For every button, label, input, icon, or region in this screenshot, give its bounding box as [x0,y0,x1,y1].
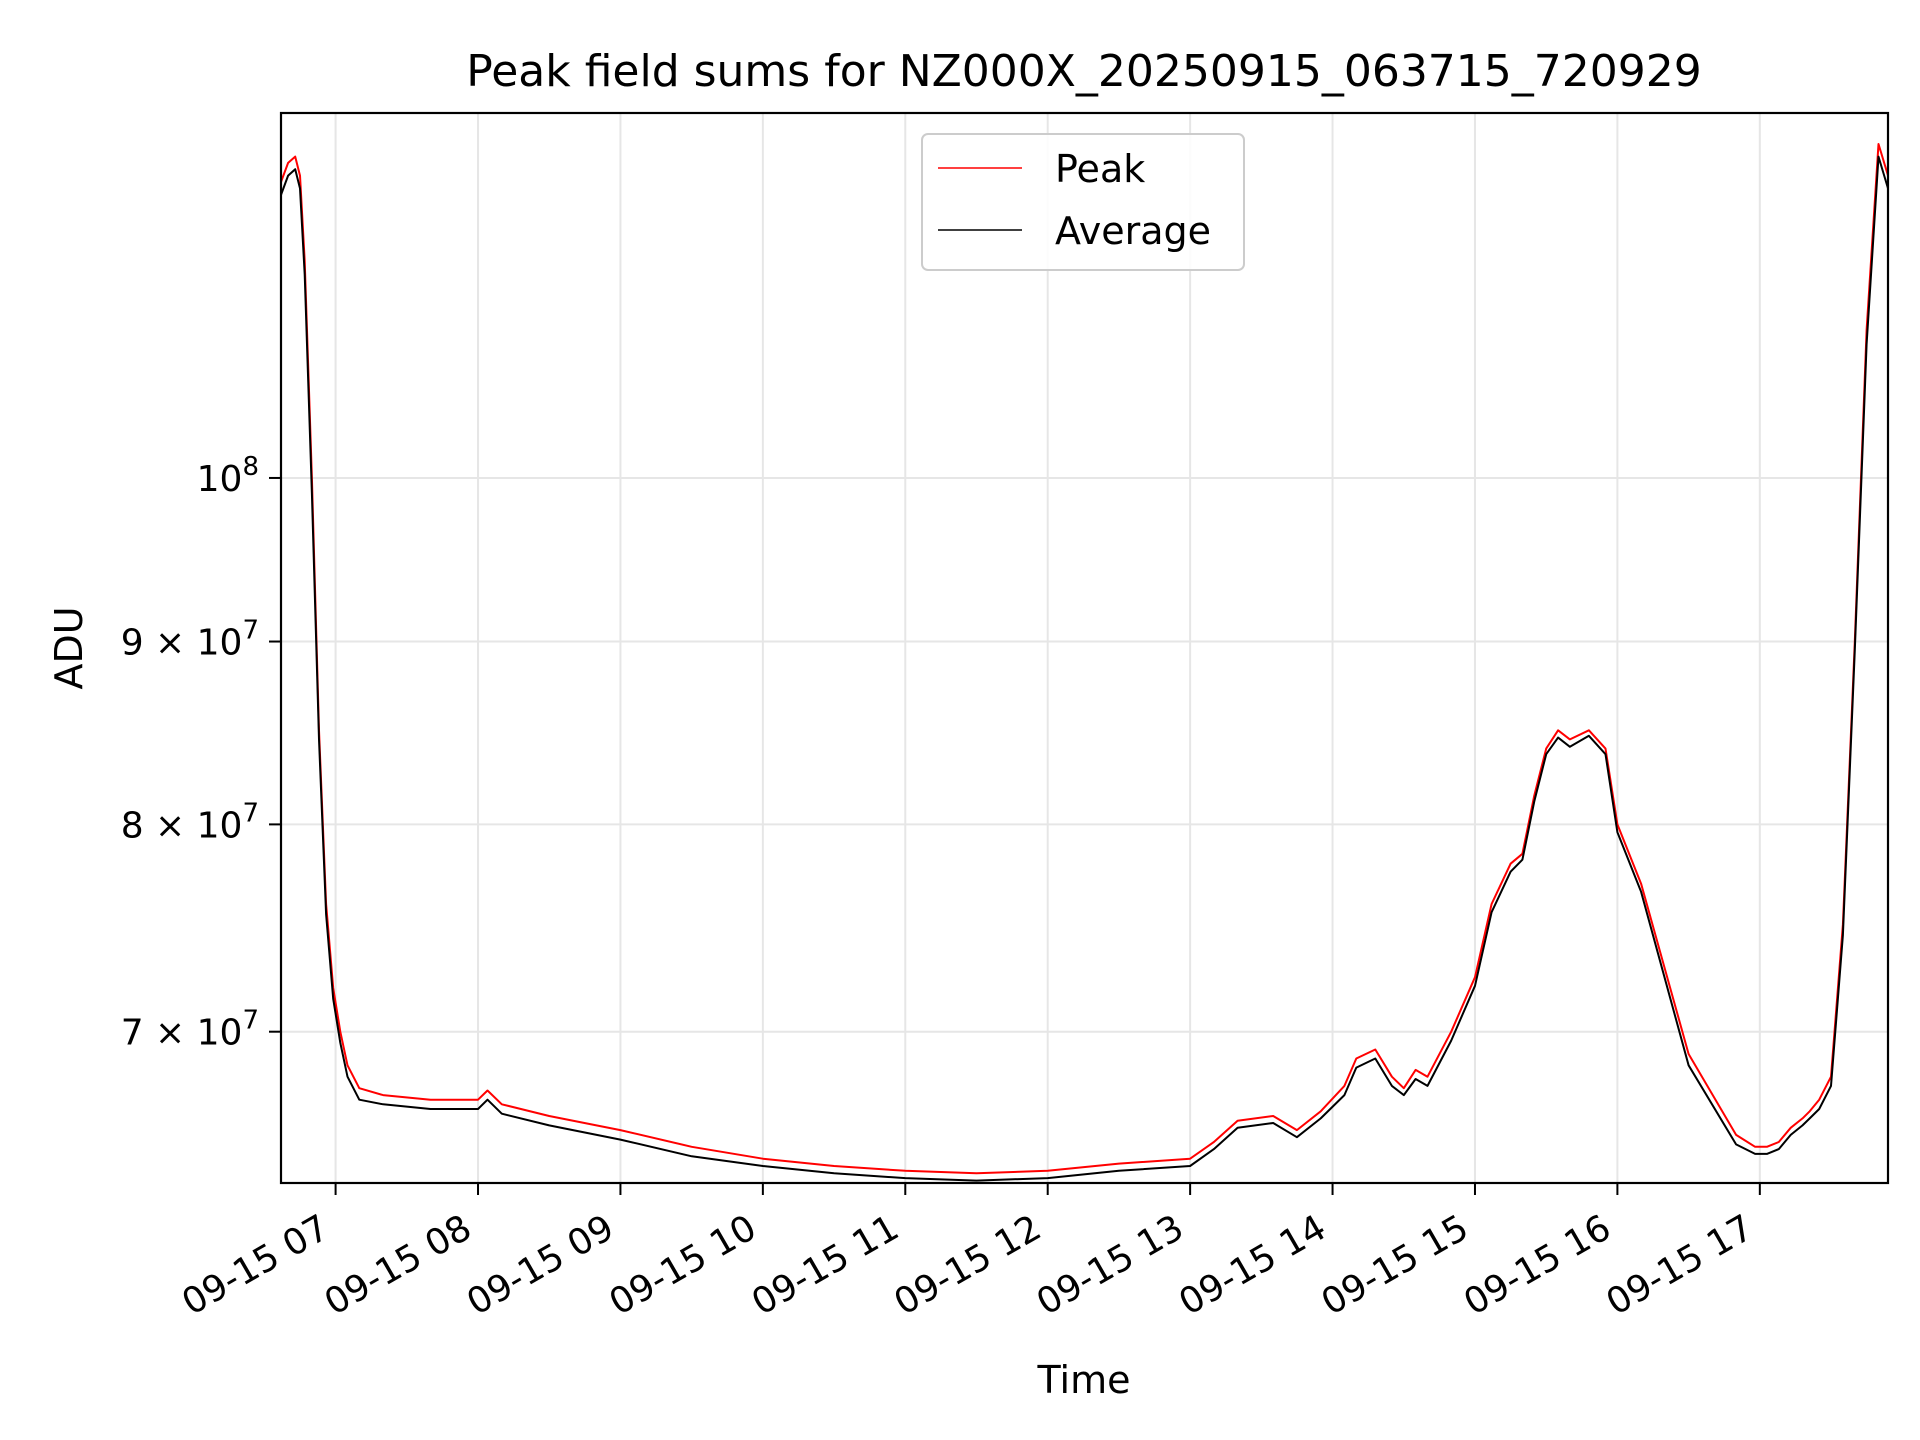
legend-label-peak: Peak [1055,147,1145,191]
chart-title: Peak field sums for NZ000X_20250915_0637… [466,46,1702,97]
grid-lines [281,113,1888,1183]
y-tick-label: 8 × 107 [121,798,259,846]
x-axis-label: Time [1037,1358,1131,1402]
series-line-peak [280,143,1889,1175]
y-tick-label: 9 × 107 [121,616,259,664]
series-layer [280,143,1889,1182]
legend: Peak Average [921,133,1245,271]
plot-frame [279,111,1890,1185]
y-tick-label: 7 × 107 [121,1006,259,1054]
legend-label-average: Average [1055,209,1211,253]
y-axis-label: ADU [47,606,91,689]
series-line-average [280,155,1889,1182]
